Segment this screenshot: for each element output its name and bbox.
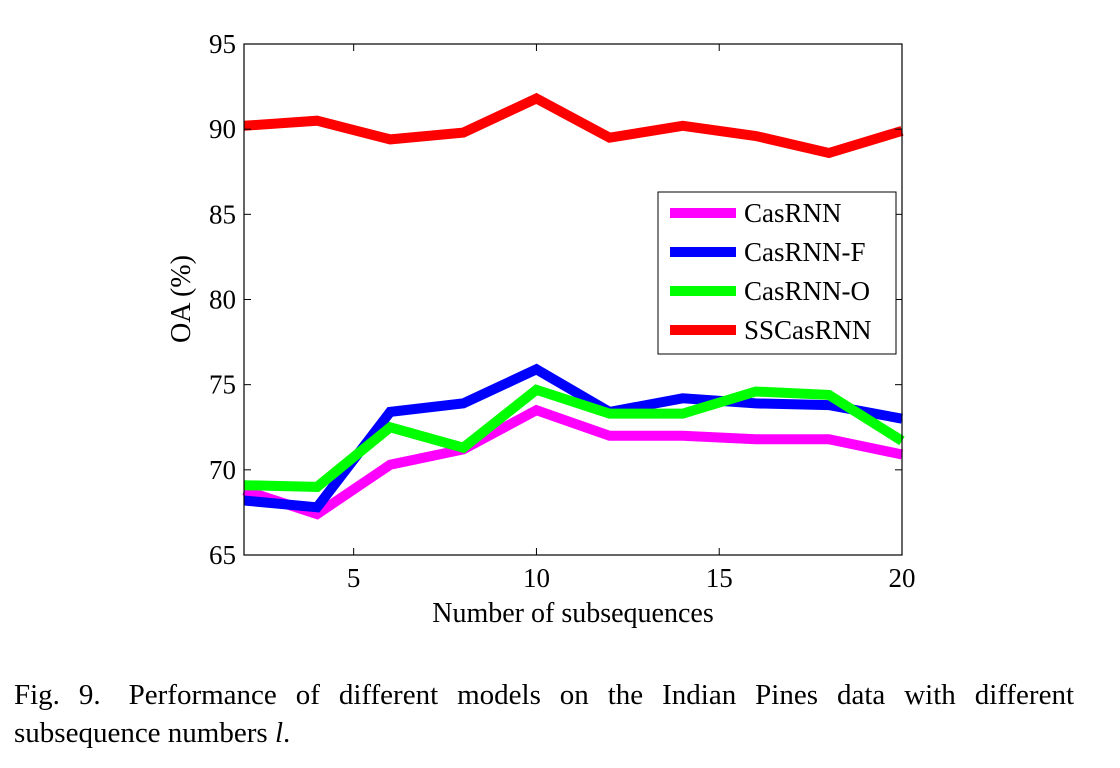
y-tick-label: 75 [209, 370, 236, 400]
x-axis-title: Number of subsequences [432, 598, 713, 629]
legend-label-sscasrnn: SSCasRNN [744, 315, 872, 345]
legend-label-casrnn-o: CasRNN-O [744, 276, 870, 306]
x-tick-label: 15 [706, 563, 733, 593]
x-tick-label: 5 [347, 563, 361, 593]
x-tick-label: 10 [523, 563, 550, 593]
series-layer [242, 92, 905, 520]
ticks-layer: 5 10 15 20 65 70 75 80 85 90 95 [209, 29, 916, 593]
series-line-casrnn-o [243, 384, 905, 492]
caption-end: . [283, 717, 291, 749]
x-tick-label: 20 [889, 563, 916, 593]
line-chart: 5 10 15 20 65 70 75 80 85 90 95 Number of subseque… [166, 29, 916, 629]
y-axis-title: OA (%) [166, 255, 197, 343]
caption-variable: l [274, 717, 283, 749]
y-tick-label: 80 [209, 285, 236, 315]
y-tick-label: 70 [209, 455, 236, 485]
caption-label: Fig. 9. [14, 679, 101, 711]
y-tick-label: 95 [209, 29, 236, 59]
figure-caption: Fig. 9. Performance of different models o… [14, 676, 1074, 752]
legend-label-casrnn: CasRNN [744, 198, 842, 228]
caption-text: Performance of different models on the I… [14, 679, 1074, 749]
series-line-casrnn [242, 404, 904, 520]
series-line-sscasrnn [243, 92, 904, 159]
y-tick-label: 90 [209, 114, 236, 144]
y-tick-label: 85 [209, 199, 236, 229]
y-tick-label: 65 [209, 540, 236, 570]
legend-label-casrnn-f: CasRNN-F [744, 237, 866, 267]
legend: CasRNN CasRNN-F CasRNN-O SSCasRNN [657, 191, 897, 355]
